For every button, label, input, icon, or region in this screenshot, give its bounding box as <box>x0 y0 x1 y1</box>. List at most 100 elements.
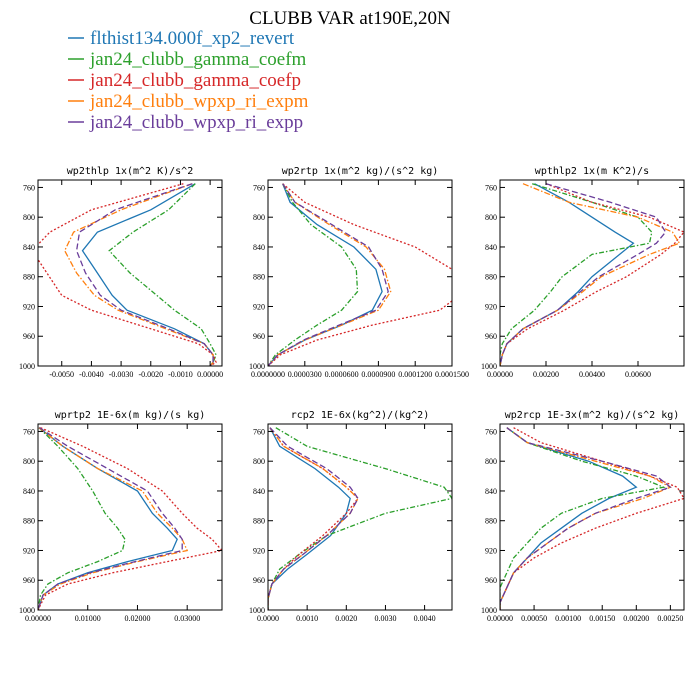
y-tick-label: 960 <box>23 332 35 341</box>
x-tick-label: -0.0010 <box>168 370 193 379</box>
y-tick-label: 1000 <box>481 606 497 615</box>
panel-title: wprtp2 1E-6x(m kg)/(s kg) <box>55 410 206 421</box>
y-tick-label: 920 <box>253 546 265 555</box>
y-tick-label: 840 <box>23 243 35 252</box>
y-tick-label: 960 <box>253 576 265 585</box>
y-tick-label: 1000 <box>19 606 35 615</box>
series-line-3 <box>500 427 684 610</box>
x-tick-label: 0.00200 <box>623 614 649 623</box>
y-tick-label: 920 <box>23 302 35 311</box>
x-tick-label: 0.01000 <box>75 614 101 623</box>
series-line-2 <box>108 183 217 366</box>
y-tick-label: 1000 <box>19 362 35 371</box>
series-line-1 <box>81 183 214 366</box>
series-line-1 <box>500 427 638 610</box>
y-tick-label: 840 <box>23 487 35 496</box>
series-line-4 <box>268 183 392 366</box>
y-tick-label: 800 <box>253 213 265 222</box>
series-line-1 <box>268 427 351 610</box>
series-line-3 <box>38 427 222 610</box>
x-tick-label: 0.03000 <box>174 614 200 623</box>
y-tick-label: 920 <box>23 546 35 555</box>
x-tick-label: 0.0001500 <box>435 370 469 379</box>
y-tick-label: 760 <box>485 427 497 436</box>
series-line-4 <box>63 183 214 366</box>
y-tick-label: 960 <box>485 576 497 585</box>
panel-1: wp2thlp 1x(m^2 K)/s^2 760 800 840 880 920 960 1… <box>19 166 223 379</box>
plot-frame <box>37 179 223 367</box>
series-line-5 <box>268 183 389 366</box>
y-tick-label: 920 <box>253 302 265 311</box>
y-tick-label: 800 <box>485 213 497 222</box>
series-line-2 <box>268 427 452 610</box>
y-tick-label: 960 <box>485 332 497 341</box>
series-line-1 <box>500 183 635 366</box>
y-tick-label: 840 <box>253 487 265 496</box>
legend-entry-3: jan24_clubb_gamma_coefp <box>89 70 301 91</box>
series-line-5 <box>38 427 183 610</box>
x-tick-label: 0.0020 <box>335 614 357 623</box>
y-tick-label: 880 <box>253 517 265 526</box>
y-tick-label: 800 <box>253 457 265 466</box>
y-tick-label: 840 <box>485 243 497 252</box>
x-tick-label: 0.0000300 <box>288 370 322 379</box>
panel-4: wprtp2 1E-6x(m kg)/(s kg) 760 800 840 880 920… <box>19 410 223 623</box>
legend-entry-2: jan24_clubb_gamma_coefm <box>89 49 307 70</box>
y-tick-label: 1000 <box>249 606 265 615</box>
series-line-1 <box>38 427 178 610</box>
panel-2: wp2rtp 1x(m^2 kg)/(s^2 kg) 760 800 840 880 92… <box>249 166 469 379</box>
series-line-3 <box>500 183 684 366</box>
legend: flthist134.000f_xp2_revertjan24_clubb_ga… <box>68 28 309 133</box>
panels: wp2thlp 1x(m^2 K)/s^2 760 800 840 880 920 960 1… <box>19 166 685 623</box>
x-tick-label: 0.0000600 <box>325 370 359 379</box>
x-tick-label: 0.0030 <box>374 614 396 623</box>
y-tick-label: 920 <box>485 302 497 311</box>
panel-title: wpthlp2 1x(m K^2)/s <box>535 166 649 177</box>
y-tick-label: 960 <box>253 332 265 341</box>
plot-frame <box>267 423 453 611</box>
x-tick-label: 0.00000 <box>25 614 51 623</box>
series-line-2 <box>500 183 653 366</box>
x-tick-label: -0.0020 <box>138 370 163 379</box>
y-tick-label: 800 <box>485 457 497 466</box>
series-line-1 <box>268 183 383 366</box>
series-line-3 <box>268 183 452 366</box>
series-line-2 <box>268 183 359 366</box>
plot-frame <box>499 423 685 611</box>
x-tick-label: 0.0001200 <box>398 370 432 379</box>
y-tick-label: 880 <box>23 273 35 282</box>
x-tick-label: 0.00200 <box>533 370 559 379</box>
x-tick-label: 0.0000 <box>257 614 279 623</box>
series-line-4 <box>500 183 681 366</box>
y-tick-label: 1000 <box>481 362 497 371</box>
series-line-5 <box>500 183 667 366</box>
y-tick-label: 760 <box>485 183 497 192</box>
x-tick-label: 0.00150 <box>589 614 615 623</box>
x-tick-label: 0.02000 <box>124 614 150 623</box>
legend-entry-4: jan24_clubb_wpxp_ri_expm <box>89 91 309 112</box>
panel-title: rcp2 1E-6x(kg^2)/(kg^2) <box>291 410 429 421</box>
series-line-3 <box>38 183 217 366</box>
y-tick-label: 920 <box>485 546 497 555</box>
x-tick-label: 0.00250 <box>657 614 683 623</box>
x-tick-label: -0.0040 <box>79 370 104 379</box>
panel-5: rcp2 1E-6x(kg^2)/(kg^2) 760 800 840 880 920 96… <box>249 410 453 623</box>
x-tick-label: 0.00000 <box>197 370 223 379</box>
x-tick-label: 0.00000 <box>487 370 513 379</box>
x-tick-label: 0.00000 <box>487 614 513 623</box>
y-tick-label: 760 <box>23 183 35 192</box>
legend-entry-5: jan24_clubb_wpxp_ri_expp <box>89 112 303 133</box>
x-tick-label: 0.00400 <box>579 370 605 379</box>
plot-frame <box>267 179 453 367</box>
y-tick-label: 840 <box>485 487 497 496</box>
y-tick-label: 1000 <box>249 362 265 371</box>
series-line-5 <box>500 427 672 610</box>
x-tick-label: 0.0000900 <box>361 370 395 379</box>
x-tick-label: 0.00100 <box>555 614 581 623</box>
y-tick-label: 800 <box>23 457 35 466</box>
x-tick-label: 0.0040 <box>414 614 436 623</box>
y-tick-label: 960 <box>23 576 35 585</box>
series-line-2 <box>500 427 666 610</box>
main-title: CLUBB VAR at190E,20N <box>249 8 451 29</box>
